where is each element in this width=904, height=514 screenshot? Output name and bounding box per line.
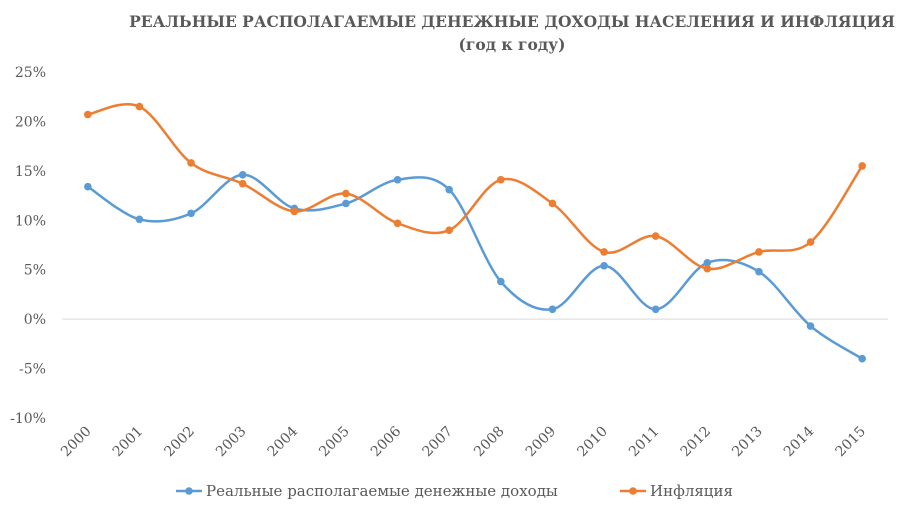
data-point	[755, 248, 763, 256]
data-point	[806, 322, 815, 330]
legend-item: Инфляция	[620, 482, 733, 500]
data-point	[84, 110, 92, 119]
y-tick-label: -10%	[10, 411, 46, 427]
legend-item: Реальные располагаемые денежные доходы	[176, 482, 558, 500]
chart-title: РЕАЛЬНЫЕ РАСПОЛАГАЕМЫЕ ДЕНЕЖНЫЕ ДОХОДЫ Н…	[129, 12, 895, 31]
x-tick-label: 2000	[58, 424, 95, 461]
x-tick-label: 2001	[110, 424, 147, 461]
data-point	[135, 215, 144, 224]
data-point	[84, 182, 92, 191]
x-tick-label: 2009	[523, 424, 560, 461]
series-line	[86, 102, 864, 271]
series-layer	[84, 102, 866, 363]
data-point	[393, 175, 402, 184]
data-point	[342, 189, 350, 198]
data-point	[290, 207, 299, 216]
x-tick-label: 2014	[781, 423, 818, 460]
y-tick-label: 0%	[24, 312, 46, 328]
y-tick-label: 15%	[15, 164, 46, 180]
x-tick-label: 2006	[368, 423, 405, 460]
x-tick-label: 2012	[678, 424, 715, 461]
data-point	[497, 175, 505, 184]
data-point	[445, 185, 453, 194]
x-tick-label: 2004	[265, 423, 302, 460]
data-point	[703, 258, 712, 267]
y-axis-ticks: 25% 20% 15% 10% 5% 0% -5% -10%	[10, 65, 46, 427]
data-point	[238, 171, 247, 179]
data-point	[600, 248, 608, 256]
data-point	[135, 102, 144, 111]
data-point	[187, 209, 195, 218]
data-point	[238, 179, 247, 188]
y-tick-label: 5%	[24, 263, 46, 279]
x-tick-label: 2010	[574, 424, 611, 461]
x-axis-ticks: 2000 2001 2002 2003 2004 2005 2006 2007 2008 2009…	[58, 423, 869, 460]
y-tick-label: -5%	[19, 362, 46, 378]
data-point	[497, 277, 505, 286]
legend: Реальные располагаемые денежные доходы Ин…	[176, 482, 733, 500]
x-tick-label: 2008	[471, 424, 508, 461]
y-tick-label: 20%	[15, 114, 46, 130]
x-tick-label: 2007	[420, 424, 457, 461]
x-tick-label: 2011	[626, 424, 663, 461]
legend-point-marker	[185, 487, 193, 495]
legend-label: Инфляция	[650, 482, 733, 500]
data-point	[600, 261, 608, 270]
x-tick-label: 2002	[161, 424, 198, 461]
data-point	[703, 264, 712, 273]
legend-point-marker	[629, 487, 637, 495]
data-point	[548, 305, 557, 314]
series-0	[84, 171, 866, 363]
data-point	[858, 354, 866, 363]
chart-subtitle: (год к году)	[459, 35, 566, 54]
x-tick-label: 2015	[833, 424, 870, 461]
data-point	[651, 305, 660, 314]
x-tick-label: 2003	[213, 424, 250, 461]
x-tick-label: 2005	[316, 424, 353, 461]
y-tick-label: 10%	[15, 213, 46, 229]
y-tick-label: 25%	[15, 65, 46, 81]
data-point	[393, 219, 402, 228]
data-point	[342, 199, 350, 208]
data-point	[806, 238, 815, 246]
data-point	[445, 226, 453, 234]
data-point	[187, 159, 195, 167]
series-line	[86, 173, 864, 360]
data-point	[651, 232, 660, 240]
data-point	[755, 267, 763, 276]
series-1	[84, 102, 866, 273]
legend-label: Реальные располагаемые денежные доходы	[206, 482, 558, 500]
data-point	[548, 199, 557, 208]
x-tick-label: 2013	[729, 424, 766, 461]
data-point	[858, 162, 866, 170]
